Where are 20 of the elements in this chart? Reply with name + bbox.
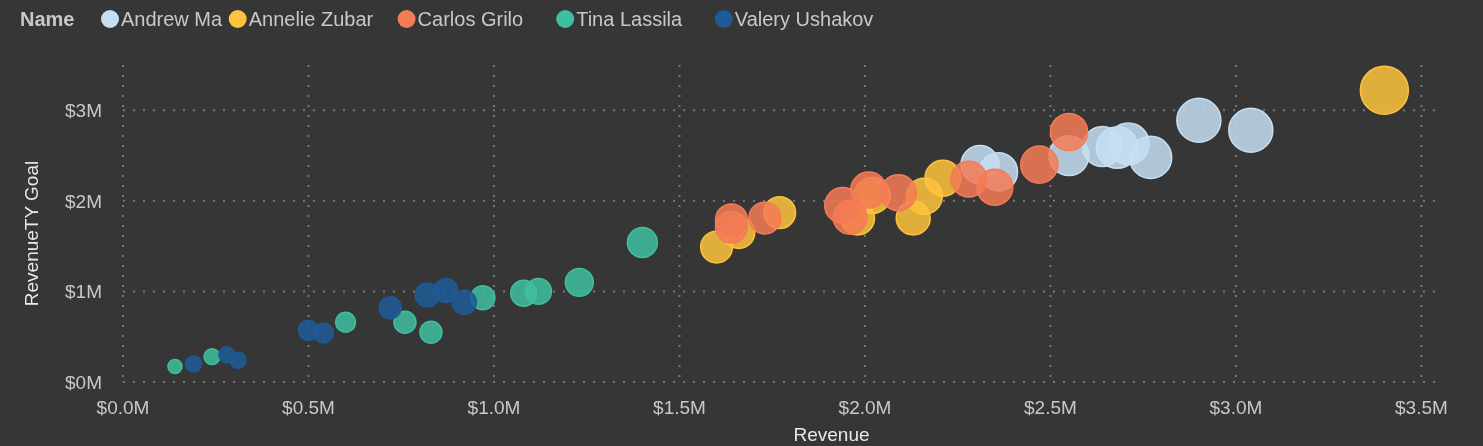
y-tick-label: $3M xyxy=(65,100,102,122)
legend-label: Tina Lassila xyxy=(576,8,684,30)
legend-label: Carlos Grilo xyxy=(417,8,524,30)
y-tick-label: $1M xyxy=(65,281,102,303)
legend-label: Annelie Zubar xyxy=(248,8,374,30)
legend-label: Andrew Ma xyxy=(121,8,224,30)
y-tick-label: $0M xyxy=(65,372,102,393)
x-tick-label: $3.0M xyxy=(1209,397,1263,418)
x-tick-label: $1.0M xyxy=(467,397,521,418)
x-tick-label: $0.5M xyxy=(282,397,335,418)
x-tick-label: $3.5M xyxy=(1395,397,1448,418)
x-tick-label: $2.5M xyxy=(1024,397,1077,418)
x-axis-title: Revenue xyxy=(793,424,870,445)
x-tick-label: $2.0M xyxy=(838,397,892,418)
x-tick-label: $0.0M xyxy=(96,397,150,418)
x-tick-label: $1.5M xyxy=(653,397,706,418)
legend-title: Name xyxy=(20,8,75,30)
y-tick-label: $2M xyxy=(65,190,102,212)
y-axis-title: RevenueTY Goal xyxy=(21,160,42,307)
legend-label: Valery Ushakov xyxy=(734,8,874,30)
